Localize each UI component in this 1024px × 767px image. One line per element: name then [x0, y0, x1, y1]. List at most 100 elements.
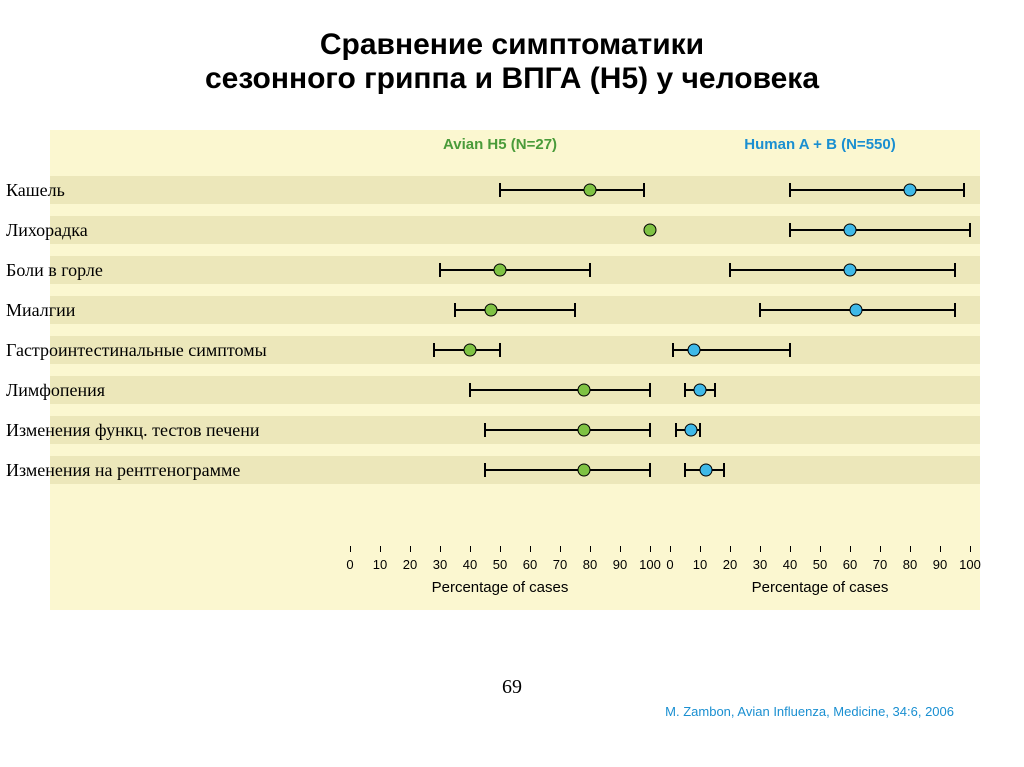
x-tick	[850, 546, 851, 552]
x-tick-label: 100	[639, 557, 661, 572]
x-tick	[650, 546, 651, 552]
error-cap	[589, 263, 591, 277]
error-bar	[790, 229, 970, 231]
error-cap	[643, 183, 645, 197]
error-cap	[649, 423, 651, 437]
panel-avian: 0102030405060708090100Percentage of case…	[350, 164, 650, 546]
error-cap	[723, 463, 725, 477]
error-cap	[684, 383, 686, 397]
x-tick	[620, 546, 621, 552]
x-axis-label: Percentage of cases	[752, 579, 889, 596]
error-cap	[484, 463, 486, 477]
error-bar	[730, 269, 955, 271]
error-cap	[499, 183, 501, 197]
citation: M. Zambon, Avian Influenza, Medicine, 34…	[665, 704, 954, 719]
error-cap	[672, 343, 674, 357]
x-tick-label: 0	[346, 557, 353, 572]
data-point	[685, 424, 698, 437]
error-bar	[440, 269, 590, 271]
x-tick-label: 60	[523, 557, 537, 572]
x-tick	[380, 546, 381, 552]
error-cap	[789, 183, 791, 197]
row-label: Изменения на рентгенограмме	[6, 460, 306, 481]
legend-human: Human A + B (N=550)	[744, 136, 895, 158]
chart-area: КашельЛихорадкаБоли в горлеМиалгииГастро…	[50, 130, 980, 610]
x-tick	[350, 546, 351, 552]
error-bar	[485, 469, 650, 471]
x-tick-label: 80	[583, 557, 597, 572]
x-tick	[820, 546, 821, 552]
data-point	[584, 184, 597, 197]
error-cap	[789, 223, 791, 237]
error-cap	[649, 383, 651, 397]
error-cap	[454, 303, 456, 317]
error-cap	[433, 343, 435, 357]
x-tick	[790, 546, 791, 552]
x-tick	[500, 546, 501, 552]
x-tick-label: 10	[373, 557, 387, 572]
x-tick	[910, 546, 911, 552]
data-point	[578, 464, 591, 477]
x-tick	[700, 546, 701, 552]
x-tick-label: 30	[433, 557, 447, 572]
error-cap	[954, 303, 956, 317]
x-tick-label: 20	[403, 557, 417, 572]
error-cap	[789, 343, 791, 357]
x-tick	[470, 546, 471, 552]
data-point	[485, 304, 498, 317]
x-tick-label: 60	[843, 557, 857, 572]
data-point	[688, 344, 701, 357]
error-cap	[499, 343, 501, 357]
data-point	[644, 224, 657, 237]
error-cap	[954, 263, 956, 277]
x-tick	[760, 546, 761, 552]
error-bar	[470, 389, 650, 391]
data-point	[850, 304, 863, 317]
x-tick-label: 50	[813, 557, 827, 572]
x-tick-label: 90	[613, 557, 627, 572]
row-label: Миалгии	[6, 300, 306, 321]
error-bar	[485, 429, 650, 431]
data-point	[844, 264, 857, 277]
x-tick-label: 10	[693, 557, 707, 572]
x-tick	[530, 546, 531, 552]
data-point	[904, 184, 917, 197]
x-tick-label: 70	[873, 557, 887, 572]
x-tick	[440, 546, 441, 552]
data-point	[464, 344, 477, 357]
error-cap	[649, 463, 651, 477]
x-tick-label: 50	[493, 557, 507, 572]
slide-title: Сравнение симптоматики сезонного гриппа …	[0, 0, 1024, 114]
error-bar	[790, 189, 964, 191]
x-tick	[940, 546, 941, 552]
x-tick	[730, 546, 731, 552]
x-tick-label: 0	[666, 557, 673, 572]
x-tick-label: 100	[959, 557, 981, 572]
data-point	[700, 464, 713, 477]
row-label: Боли в горле	[6, 260, 306, 281]
data-point	[578, 424, 591, 437]
x-tick-label: 80	[903, 557, 917, 572]
error-cap	[684, 463, 686, 477]
x-tick	[970, 546, 971, 552]
x-tick	[880, 546, 881, 552]
x-tick	[560, 546, 561, 552]
title-line-1: Сравнение симптоматики	[40, 28, 984, 62]
x-tick-label: 70	[553, 557, 567, 572]
error-cap	[574, 303, 576, 317]
x-tick-label: 40	[463, 557, 477, 572]
page-number: 69	[502, 676, 522, 699]
data-point	[694, 384, 707, 397]
x-axis-label: Percentage of cases	[432, 579, 569, 596]
row-label: Изменения функц. тестов печени	[6, 420, 306, 441]
row-label: Кашель	[6, 180, 306, 201]
data-point	[578, 384, 591, 397]
panel-human: 0102030405060708090100Percentage of case…	[670, 164, 970, 546]
x-tick-label: 30	[753, 557, 767, 572]
x-tick	[670, 546, 671, 552]
error-cap	[484, 423, 486, 437]
error-bar	[455, 309, 575, 311]
x-tick-label: 40	[783, 557, 797, 572]
x-tick	[410, 546, 411, 552]
error-cap	[963, 183, 965, 197]
